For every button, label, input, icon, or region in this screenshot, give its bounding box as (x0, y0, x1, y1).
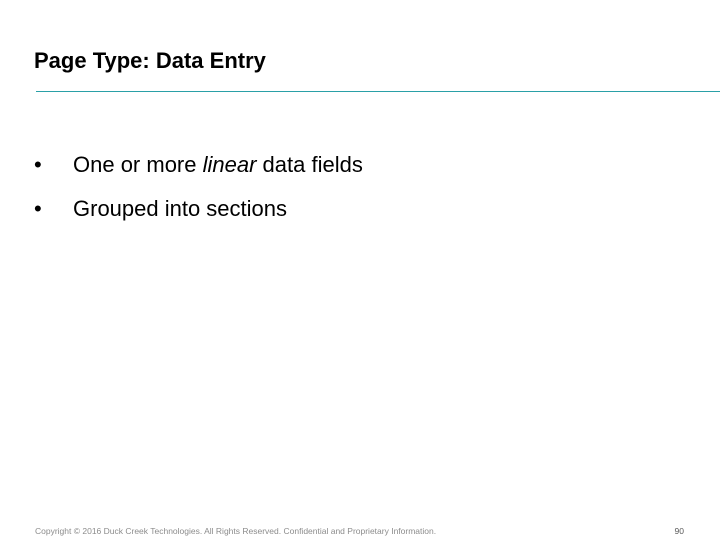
bullet-text-before: One or more (73, 152, 203, 177)
slide-title: Page Type: Data Entry (34, 48, 266, 73)
page-number: 90 (674, 526, 684, 536)
bullet-icon: • (34, 196, 42, 221)
bullet-text-emphasis: linear (202, 152, 257, 177)
bullet-text: One or more linear data fields (73, 152, 363, 178)
footer-copyright: Copyright © 2016 Duck Creek Technologies… (35, 526, 437, 536)
bullet-item: • Grouped into sections (34, 196, 363, 240)
bullet-item: • One or more linear data fields (34, 152, 363, 196)
bullet-list: • One or more linear data fields • Group… (34, 152, 363, 240)
bullet-text: Grouped into sections (73, 196, 288, 221)
bullet-text-after: data fields (256, 152, 363, 177)
bullet-icon: • (34, 152, 42, 177)
title-divider (36, 91, 720, 92)
